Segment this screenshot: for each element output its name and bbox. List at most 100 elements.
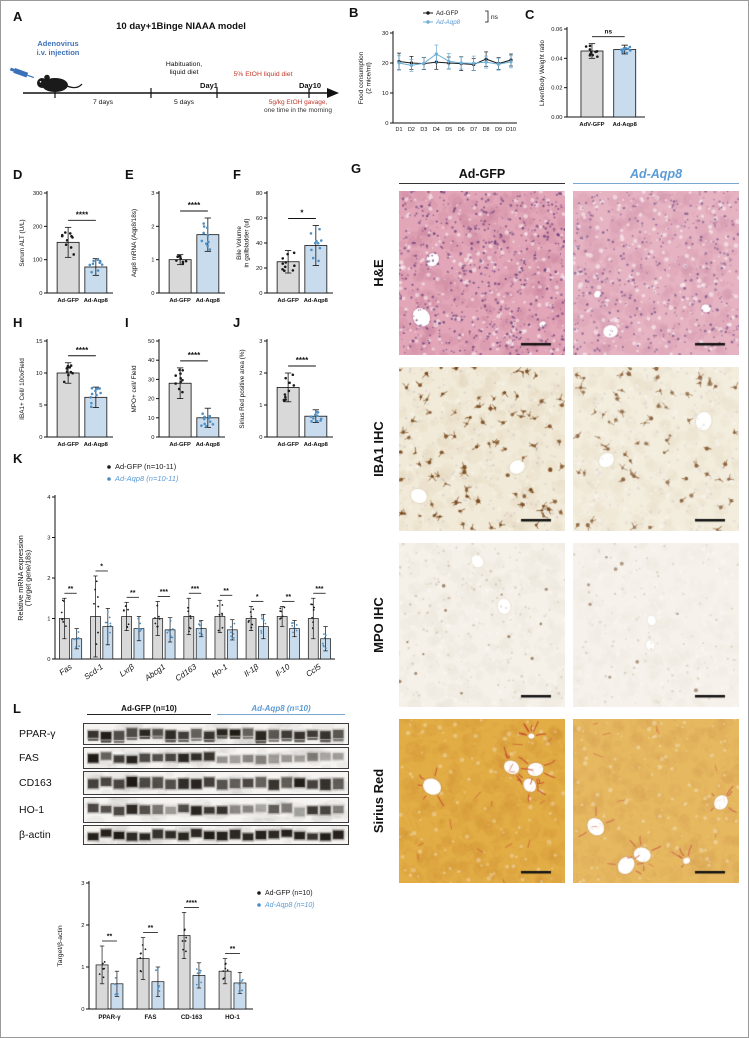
mpo-quant-chart: 0 10 20 30 40 50 MPO+ cell/ Field Ad-GFP Ad-Aqp8… [131,339,225,448]
svg-text:D7: D7 [470,127,477,133]
mrna-expression-chart: 0 1 2 3 4 Relative mRNA expression(Target gen… [17,462,335,683]
panel-label-c: C [525,7,535,22]
svg-text:40: 40 [148,358,154,364]
svg-text:Bile Volume: Bile Volume [236,226,243,260]
svg-text:**: ** [68,586,74,593]
svg-text:Serum ALT (U/L): Serum ALT (U/L) [19,219,26,266]
panel-label-b: B [349,5,359,20]
svg-text:1: 1 [151,258,154,264]
svg-text:****: **** [186,900,197,907]
svg-text:0.02: 0.02 [551,86,562,92]
svg-text:****: **** [76,346,89,355]
svg-text:100: 100 [33,258,43,264]
timeline-diagram [9,67,339,98]
svg-text:Ad-Aqp8: Ad-Aqp8 [304,442,329,448]
svg-text:**: ** [223,588,229,595]
svg-text:0: 0 [385,121,388,127]
svg-text:HO-1: HO-1 [225,1014,240,1021]
histology-row-label-sirius: Sirius Red [371,768,386,834]
panel-label-d: D [13,167,23,182]
panel-label-i: I [125,315,129,330]
svg-text:30: 30 [148,377,154,383]
svg-text:0.00: 0.00 [551,115,562,121]
svg-text:200: 200 [33,224,43,230]
histology-sirius-adaqp8 [573,719,739,883]
svg-text:D2: D2 [408,127,415,133]
blot-header-adaqp8: Ad-Aqp8 (n=10) [217,704,345,715]
svg-text:0: 0 [259,291,262,297]
histology-mpo-adaqp8 [573,543,739,707]
svg-text:10: 10 [148,416,154,422]
svg-text:D4: D4 [433,127,440,133]
svg-text:Ho-1: Ho-1 [210,662,229,679]
svg-text:1: 1 [47,617,50,623]
svg-text:Ad-GFP: Ad-GFP [169,298,191,304]
svg-text:Fas: Fas [58,662,74,677]
svg-text:2: 2 [259,371,262,377]
svg-text:10: 10 [382,91,388,97]
svg-text:20: 20 [256,266,262,272]
svg-text:Liver/Body Weight ratio: Liver/Body Weight ratio [539,40,546,106]
gavage-label: 5g/kg EtOH gavage, one time in the morni… [247,99,349,116]
svg-text:Scd-1: Scd-1 [83,662,105,681]
bile-volume-chart: 0 20 40 60 80 Bile Volume in gallbladder (ul) A… [236,191,333,304]
svg-text:Target/β-actin: Target/β-actin [57,925,64,967]
svg-text:D6: D6 [458,127,465,133]
svg-text:***: *** [315,586,323,593]
svg-text:Ad-Aqp8: Ad-Aqp8 [435,19,461,26]
histology-he-adgfp [399,191,565,355]
panel-label-e: E [125,167,134,182]
svg-text:*: * [100,563,103,570]
svg-text:MPO+ cell/ Field: MPO+ cell/ Field [131,365,138,413]
histology-row-label-iba1: IBA1 IHC [371,421,386,477]
svg-text:Il-1β: Il-1β [242,662,260,679]
model-title: 10 day+1Binge NIAAA model [116,21,246,32]
svg-text:*: * [300,209,304,218]
panel-label-j: J [233,315,241,330]
svg-text:1: 1 [259,403,262,409]
svg-text:Ad-Aqp8: Ad-Aqp8 [84,298,109,304]
svg-text:0: 0 [151,291,154,297]
svg-text:30: 30 [382,31,388,37]
svg-text:0: 0 [47,657,50,663]
segment1-label: 7 days [92,99,114,106]
blot-strip-beta-actin [83,825,349,845]
habituation-line1: Habituation, [165,61,203,68]
habituation-label: Habituation, liquid diet [146,61,222,78]
blot-header-adgfp: Ad-GFP (n=10) [87,704,211,715]
histology-he-adaqp8 [573,191,739,355]
svg-text:**: ** [107,934,113,941]
panel-label-a: A [13,9,23,24]
segment2-label: 5 days [173,99,195,106]
svg-text:0: 0 [39,435,42,441]
svg-text:(Target gene/18s): (Target gene/18s) [24,550,33,606]
svg-text:0: 0 [39,291,42,297]
gavage-line2: one time in the morning [264,107,332,115]
histology-header-adaqp8: Ad-Aqp8 [573,167,739,184]
svg-text:3: 3 [151,191,154,197]
histology-mpo-adgfp [399,543,565,707]
svg-text:Ad-GFP: Ad-GFP [277,442,299,448]
svg-text:Ad-GFP: Ad-GFP [169,442,191,448]
svg-text:Ad-Aqp8: Ad-Aqp8 [613,122,638,128]
svg-text:Ad-Aqp8: Ad-Aqp8 [304,298,329,304]
svg-text:0.04: 0.04 [551,56,563,62]
svg-text:**: ** [286,594,292,601]
svg-text:3: 3 [259,339,262,345]
svg-text:Sirius Red positive area (%): Sirius Red positive area (%) [239,349,246,428]
svg-text:****: **** [188,351,201,360]
blot-label-ppar-gamma: PPAR-γ [19,728,56,740]
blot-label-fas: FAS [19,752,39,764]
panel-label-f: F [233,167,241,182]
svg-text:D10: D10 [506,127,516,133]
syringe-icon [9,67,35,79]
adenovirus-label-line2: i.v. injection [36,48,80,57]
svg-text:*: * [256,594,259,601]
adenovirus-injection-label: Adenovirus i.v. injection [15,39,101,57]
svg-text:Relative mRNA expression: Relative mRNA expression [17,535,25,620]
svg-text:D1: D1 [396,127,403,133]
day1-label: Day1 [200,81,218,90]
sirius-red-quant-chart: 0 1 2 3 Sirius Red positive area (%) Ad-GFP Ad… [239,339,333,448]
svg-text:FAS: FAS [144,1014,156,1021]
adenovirus-label-line1: Adenovirus [37,39,79,48]
